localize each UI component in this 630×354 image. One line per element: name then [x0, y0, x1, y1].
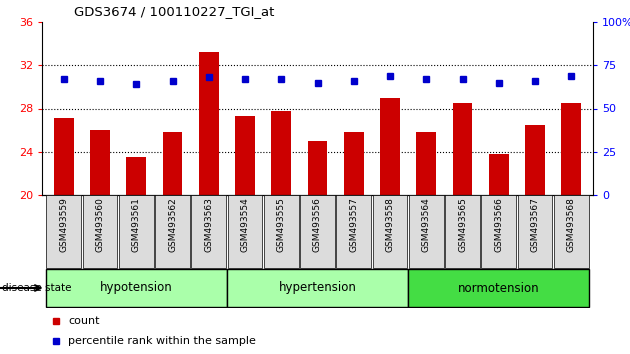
Text: GSM493561: GSM493561: [132, 197, 140, 252]
Bar: [54, 118, 74, 195]
Text: percentile rank within the sample: percentile rank within the sample: [69, 336, 256, 346]
Text: GSM493567: GSM493567: [530, 197, 539, 252]
FancyBboxPatch shape: [227, 195, 263, 268]
Text: disease state: disease state: [2, 283, 71, 293]
FancyBboxPatch shape: [481, 195, 516, 268]
Text: GSM493557: GSM493557: [349, 197, 358, 252]
FancyBboxPatch shape: [336, 195, 371, 268]
Bar: [163, 132, 183, 195]
Text: GSM493554: GSM493554: [241, 197, 249, 252]
Bar: [90, 130, 110, 195]
Text: GSM493559: GSM493559: [59, 197, 68, 252]
Text: GSM493564: GSM493564: [421, 197, 431, 252]
Bar: [416, 132, 436, 195]
Bar: [380, 98, 400, 195]
Bar: [561, 103, 581, 195]
Text: hypertension: hypertension: [278, 281, 357, 295]
Text: count: count: [69, 316, 100, 326]
Bar: [199, 52, 219, 195]
Bar: [126, 157, 146, 195]
Bar: [489, 154, 508, 195]
FancyBboxPatch shape: [518, 195, 553, 268]
Text: GSM493558: GSM493558: [386, 197, 394, 252]
FancyBboxPatch shape: [372, 195, 408, 268]
Text: GSM493565: GSM493565: [458, 197, 467, 252]
FancyBboxPatch shape: [192, 195, 226, 268]
Text: GSM493566: GSM493566: [495, 197, 503, 252]
FancyBboxPatch shape: [408, 269, 590, 307]
FancyBboxPatch shape: [47, 195, 81, 268]
Text: hypotension: hypotension: [100, 281, 173, 295]
Text: GSM493556: GSM493556: [313, 197, 322, 252]
FancyBboxPatch shape: [300, 195, 335, 268]
Text: GSM493563: GSM493563: [204, 197, 213, 252]
Text: GSM493568: GSM493568: [567, 197, 576, 252]
FancyBboxPatch shape: [227, 269, 408, 307]
Text: GSM493555: GSM493555: [277, 197, 286, 252]
FancyBboxPatch shape: [155, 195, 190, 268]
FancyBboxPatch shape: [45, 269, 227, 307]
FancyBboxPatch shape: [264, 195, 299, 268]
Text: GDS3674 / 100110227_TGI_at: GDS3674 / 100110227_TGI_at: [74, 5, 274, 18]
Bar: [525, 125, 545, 195]
FancyBboxPatch shape: [119, 195, 154, 268]
Bar: [344, 132, 364, 195]
Bar: [307, 141, 328, 195]
Bar: [235, 116, 255, 195]
FancyBboxPatch shape: [445, 195, 480, 268]
Text: GSM493560: GSM493560: [96, 197, 105, 252]
FancyBboxPatch shape: [554, 195, 588, 268]
FancyBboxPatch shape: [83, 195, 117, 268]
Text: GSM493562: GSM493562: [168, 197, 177, 252]
Text: normotension: normotension: [458, 281, 539, 295]
Bar: [272, 111, 291, 195]
Bar: [452, 103, 472, 195]
FancyBboxPatch shape: [409, 195, 444, 268]
